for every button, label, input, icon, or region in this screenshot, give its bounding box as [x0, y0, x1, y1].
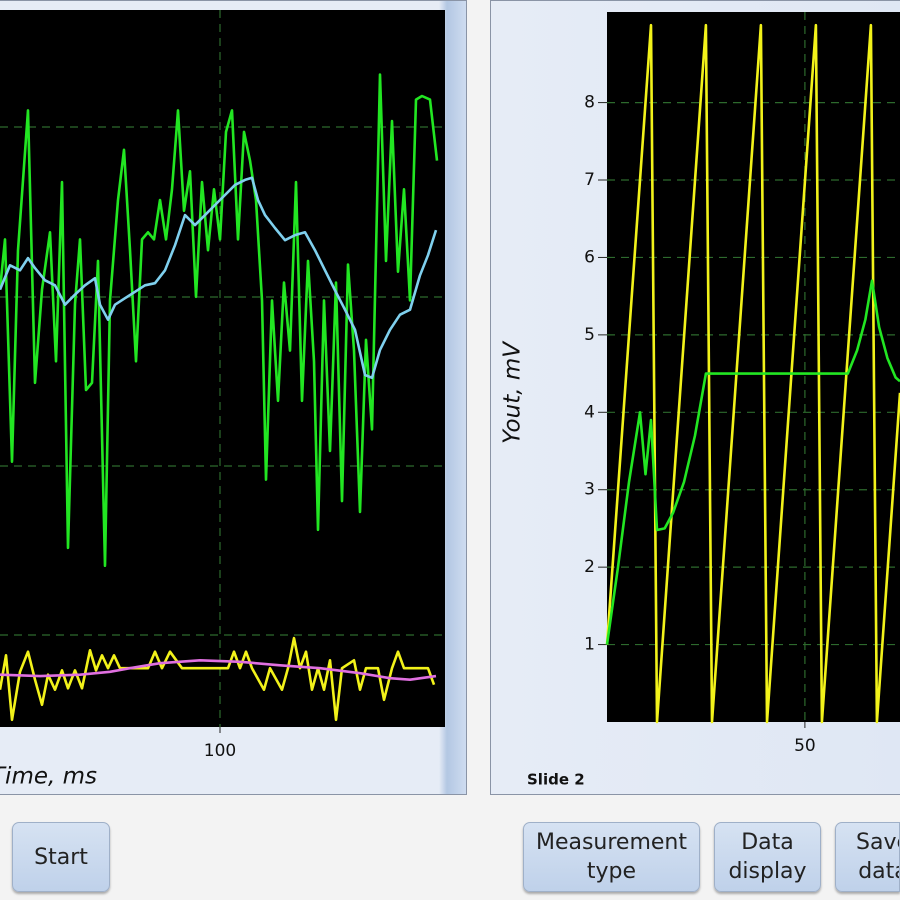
series-line	[0, 73, 439, 567]
measurement-type-button[interactable]: Measurement type	[523, 822, 700, 892]
data-display-button[interactable]: Data display	[714, 822, 821, 892]
y-tick-label: 6	[584, 247, 595, 267]
start-button[interactable]: Start	[12, 822, 110, 892]
slide-label: Slide 2	[527, 771, 585, 789]
y-axis-label: Yout, mV	[500, 340, 526, 444]
y-tick-label: 5	[584, 325, 595, 345]
y-tick-label: 3	[584, 480, 595, 500]
series-line	[605, 279, 900, 645]
series-line	[0, 176, 438, 380]
series-line	[0, 636, 436, 722]
y-tick-label: 4	[584, 402, 595, 422]
x-axis-label: Time, ms	[0, 764, 97, 790]
x-tick-label: 50	[794, 736, 816, 756]
y-tick-label: 1	[584, 635, 595, 655]
y-tick-label: 8	[584, 93, 595, 113]
y-tick-label: 2	[584, 557, 595, 577]
save-data-button[interactable]: Save data	[835, 822, 900, 892]
x-tick-label: 100	[204, 741, 236, 761]
series-line	[0, 659, 437, 681]
y-tick-label: 7	[584, 170, 595, 190]
charts: Time, ms Yout, mV Slide 2 100 50 1 2 3 4 5 6 7 8	[0, 10, 900, 790]
